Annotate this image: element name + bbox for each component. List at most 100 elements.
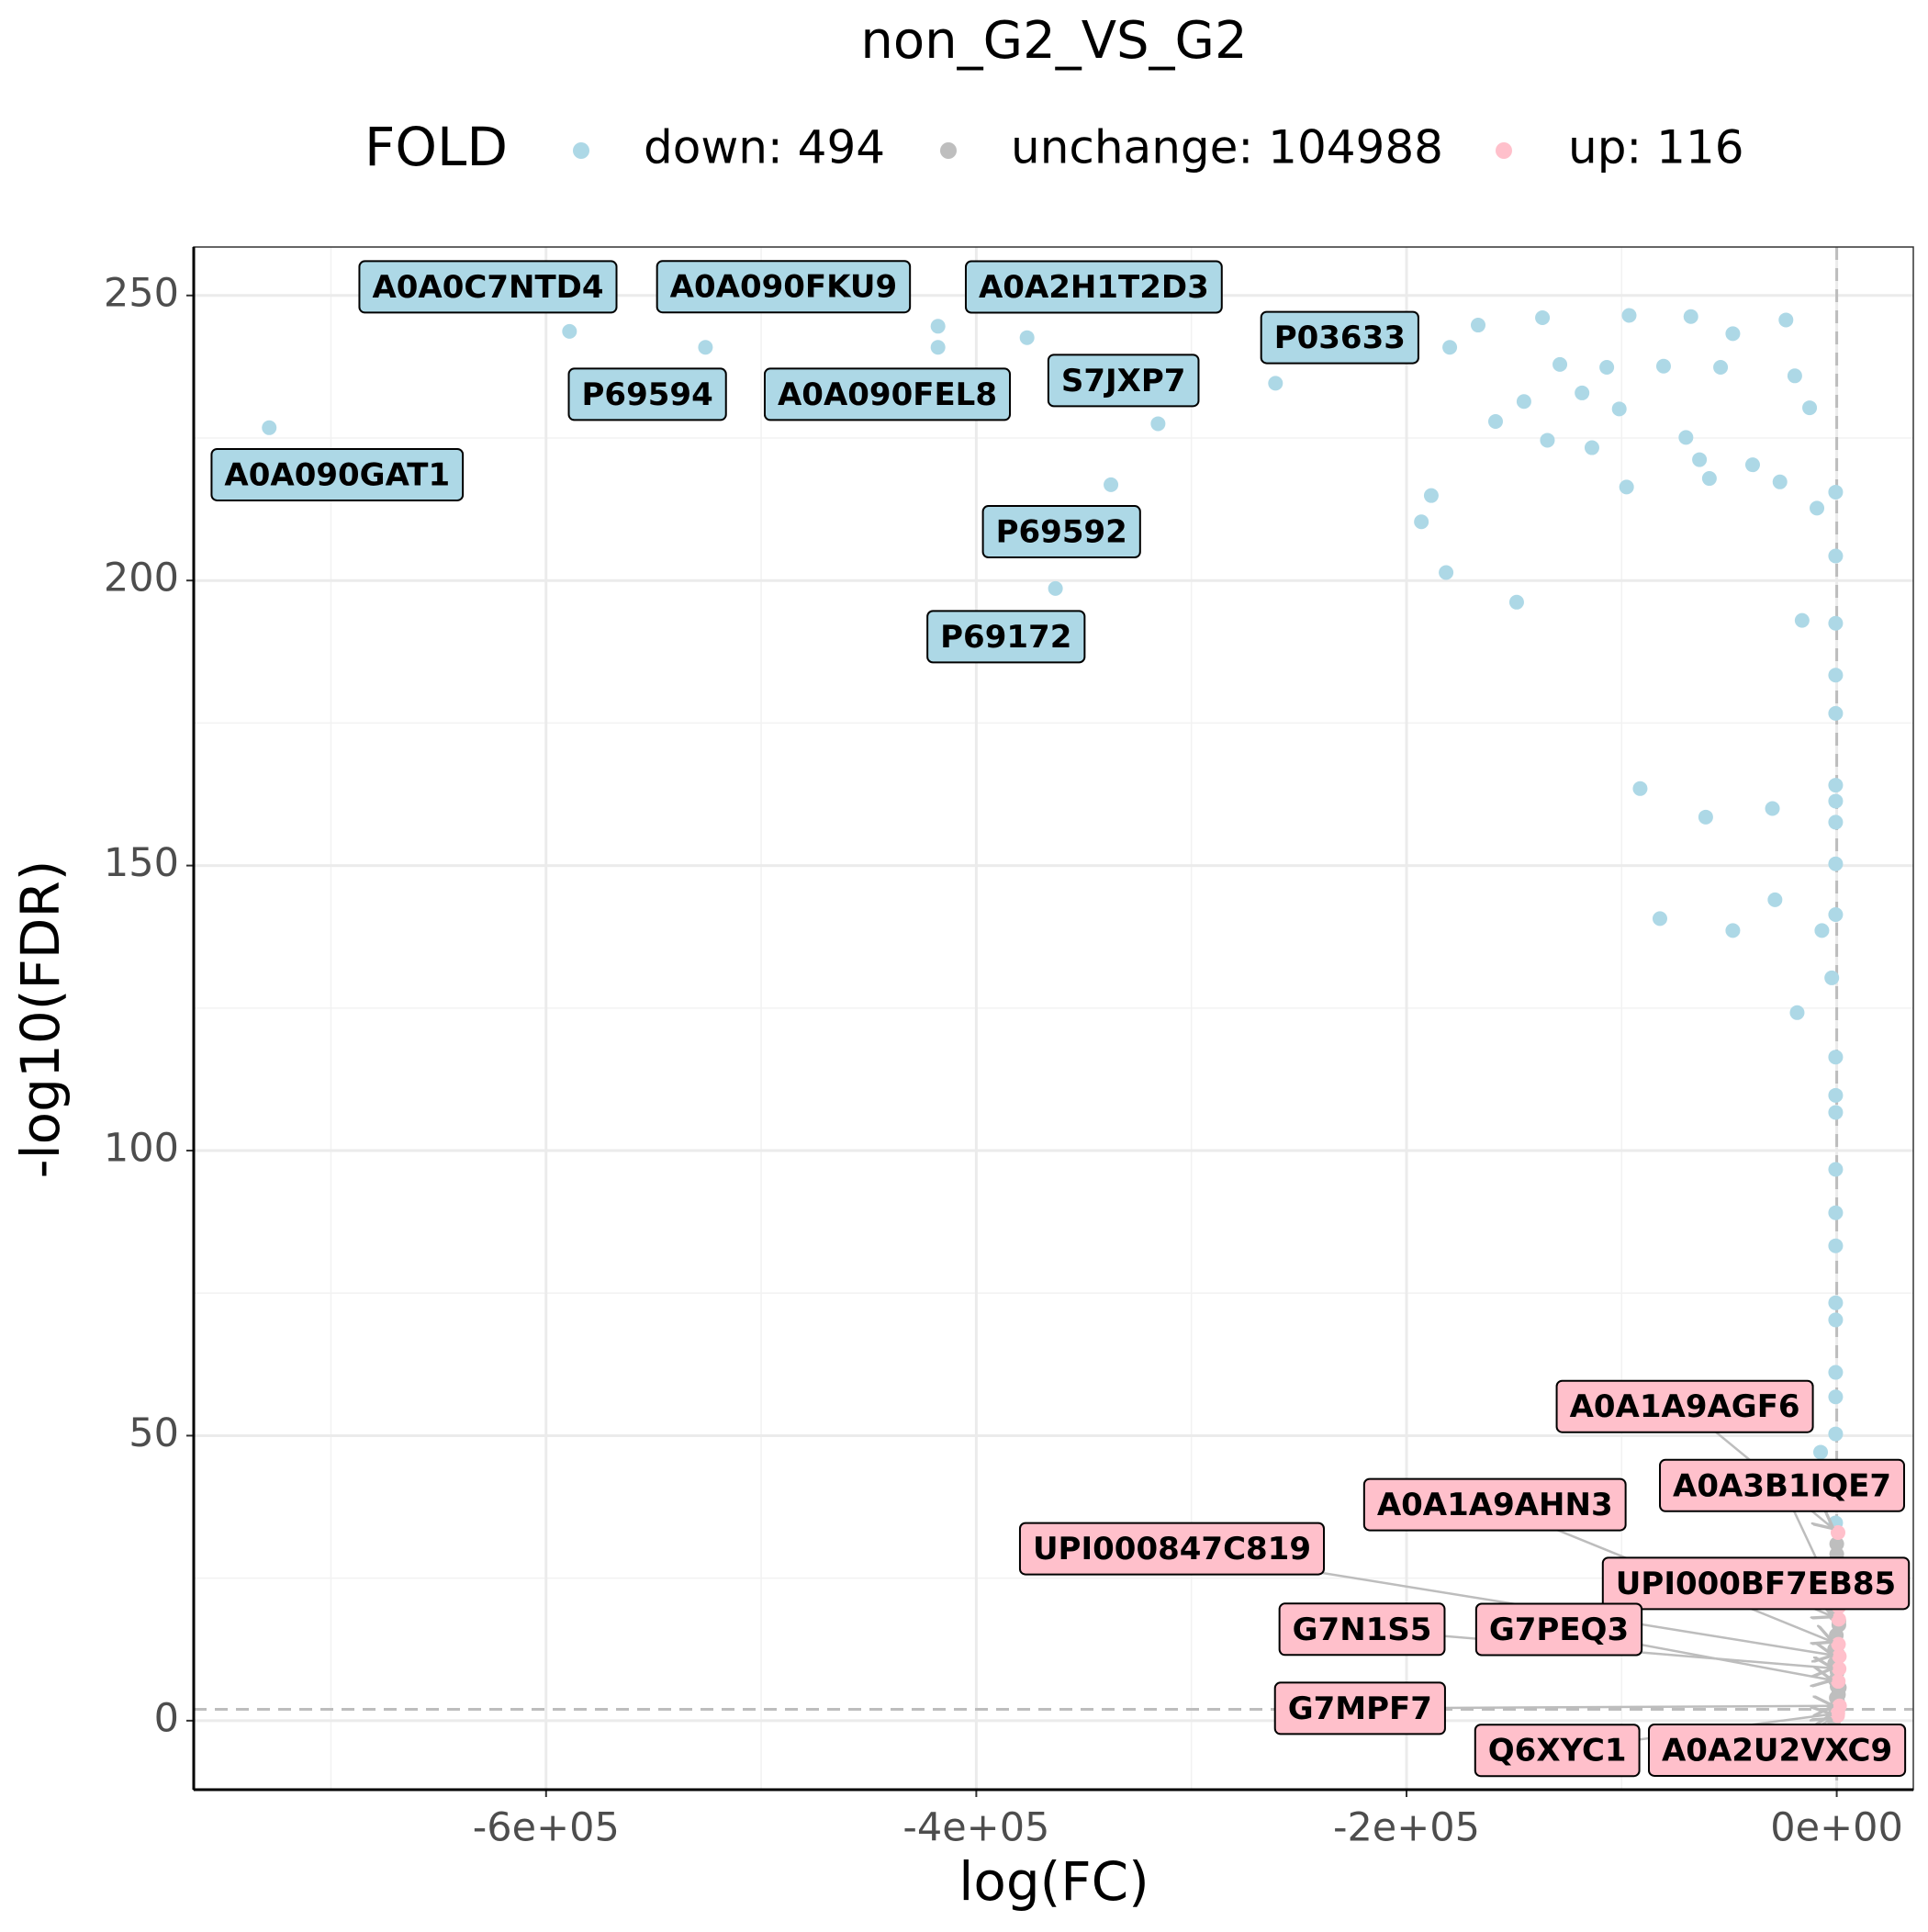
label-box <box>763 367 1012 421</box>
data-point <box>1698 809 1713 825</box>
legend-label: unchange: 104988 <box>1011 121 1443 174</box>
data-point <box>1813 1444 1829 1460</box>
data-point <box>1535 309 1551 325</box>
data-point <box>1830 1708 1845 1724</box>
data-point <box>1725 326 1741 342</box>
data-point <box>1540 432 1555 448</box>
data-point <box>1678 430 1694 445</box>
data-point <box>1508 594 1524 610</box>
label-box <box>1018 1522 1326 1576</box>
label-box <box>656 260 912 314</box>
point-label: A0A1A9AGF6 <box>1570 1388 1800 1425</box>
label-box <box>1647 1723 1907 1777</box>
label-box <box>964 260 1223 314</box>
point-label: P03633 <box>1274 320 1406 356</box>
data-point <box>1831 1612 1846 1627</box>
point-label: A0A0C7NTD4 <box>372 269 603 306</box>
legend-title: FOLD <box>364 116 508 178</box>
point-label: P69594 <box>582 376 713 413</box>
label-box <box>1273 1681 1446 1735</box>
data-point <box>1828 1389 1844 1405</box>
data-point <box>1019 330 1035 345</box>
y-tick-label: 250 <box>104 270 179 316</box>
x-axis-title: log(FC) <box>958 1850 1149 1913</box>
data-point <box>1584 440 1599 455</box>
data-point <box>1104 477 1119 492</box>
legend-marker <box>940 142 957 159</box>
point-label: A0A090GAT1 <box>224 456 450 493</box>
point-label: A0A090FEL8 <box>778 376 997 413</box>
x-tick-label: -2e+05 <box>1333 1805 1480 1851</box>
data-point <box>1439 565 1454 580</box>
data-point <box>1828 548 1844 564</box>
data-point <box>698 340 713 355</box>
point-label: G7N1S5 <box>1293 1612 1432 1648</box>
data-point <box>1765 801 1780 816</box>
data-point <box>1828 1205 1844 1220</box>
data-point <box>1828 778 1844 793</box>
data-point <box>1794 612 1810 628</box>
data-point <box>1829 1536 1844 1552</box>
data-point <box>1828 1162 1844 1177</box>
label-box <box>1278 1602 1446 1657</box>
data-point <box>1828 856 1844 871</box>
data-point <box>1828 1295 1844 1310</box>
data-point <box>930 319 946 334</box>
data-point <box>1414 514 1429 530</box>
data-point <box>1831 1674 1846 1690</box>
point-label: Q6XYC1 <box>1488 1733 1627 1769</box>
data-point <box>1814 923 1830 938</box>
x-tick-label: 0e+00 <box>1770 1805 1903 1851</box>
data-point <box>1268 376 1283 391</box>
data-point <box>1828 668 1844 683</box>
data-point <box>1824 970 1840 985</box>
y-tick-label: 0 <box>154 1695 179 1741</box>
data-point <box>1471 318 1486 333</box>
data-point <box>1802 400 1818 416</box>
legend-label: up: 116 <box>1568 121 1744 174</box>
label-box <box>1474 1602 1643 1657</box>
data-point <box>1713 359 1729 375</box>
data-point <box>1828 1365 1844 1380</box>
data-point <box>1683 309 1698 324</box>
point-label: S7JXP7 <box>1061 363 1186 399</box>
point-label: G7MPF7 <box>1288 1690 1432 1727</box>
data-point <box>1828 615 1844 631</box>
data-point <box>1423 488 1439 503</box>
data-point <box>1828 1087 1844 1103</box>
y-axis-title: -log10(FDR) <box>9 860 72 1179</box>
data-point <box>262 420 277 435</box>
point-label: A0A090FKU9 <box>670 269 898 306</box>
data-point <box>1744 457 1760 473</box>
data-point <box>1652 911 1667 927</box>
label-box <box>981 505 1141 559</box>
data-point <box>1828 814 1844 830</box>
data-point <box>1516 394 1531 410</box>
data-point <box>1692 452 1708 467</box>
point-label: UPI000BF7EB85 <box>1616 1566 1896 1602</box>
data-point <box>1828 907 1844 923</box>
data-point <box>1552 356 1568 372</box>
data-point <box>1772 474 1788 489</box>
data-point <box>1832 1661 1847 1677</box>
label-box <box>567 367 727 421</box>
x-tick-label: -4e+05 <box>902 1805 1049 1851</box>
data-point <box>1655 358 1671 374</box>
point-label: G7PEQ3 <box>1489 1612 1629 1648</box>
data-point <box>1778 312 1794 328</box>
label-box <box>1659 1458 1905 1512</box>
data-point <box>1621 308 1637 323</box>
y-tick-label: 50 <box>129 1410 179 1456</box>
data-point <box>1619 479 1634 495</box>
point-label: A0A1A9AHN3 <box>1377 1487 1613 1523</box>
data-point <box>1810 500 1825 516</box>
data-point <box>1048 580 1063 596</box>
y-tick-label: 100 <box>104 1126 179 1172</box>
data-point <box>1832 1648 1847 1664</box>
label-box <box>1047 354 1200 408</box>
data-point <box>1828 1238 1844 1253</box>
data-point <box>1828 484 1844 500</box>
x-tick-label: -6e+05 <box>473 1805 620 1851</box>
